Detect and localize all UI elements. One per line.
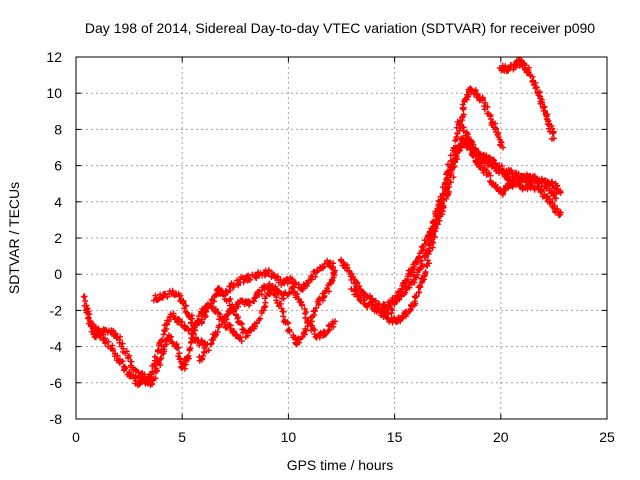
y-tick-label: -8 [50, 411, 63, 427]
data-point-markers [150, 267, 339, 348]
chart-title: Day 198 of 2014, Sidereal Day-to-day VTE… [85, 20, 595, 36]
y-tick-label: -2 [50, 302, 63, 318]
series-satellite-track-10 [496, 56, 557, 142]
x-tick-label: 25 [599, 429, 615, 445]
axis-ticks: 0 5 10 15 20 25 -8 -6 -4 -2 0 2 4 6 8 10 12 [46, 49, 615, 445]
data-point-markers [496, 56, 557, 142]
x-tick-label: 10 [281, 429, 297, 445]
y-tick-label: 8 [54, 121, 62, 137]
y-tick-label: 12 [46, 49, 62, 65]
y-tick-label: 10 [46, 85, 62, 101]
grid [76, 57, 607, 419]
x-tick-label: 0 [72, 429, 80, 445]
data-points [80, 56, 564, 389]
data-point-markers [213, 257, 337, 298]
x-tick-label: 20 [493, 429, 509, 445]
series-satellite-track-4 [196, 280, 339, 364]
data-point-markers [378, 138, 564, 312]
y-tick-label: 2 [54, 230, 62, 246]
y-tick-label: 6 [54, 158, 62, 174]
series-satellite-track-3 [150, 267, 339, 348]
series-satellite-track-9 [454, 118, 564, 219]
plot-border [75, 56, 608, 420]
x-axis-label: GPS time / hours [287, 457, 394, 473]
series-satellite-track-8 [378, 138, 564, 312]
y-axis-label: SDTVAR / TECUs [6, 182, 22, 294]
y-tick-label: 0 [54, 266, 62, 282]
x-tick-label: 15 [387, 429, 403, 445]
series-satellite-track-5 [213, 257, 337, 298]
data-point-markers [454, 118, 564, 219]
y-tick-label: 4 [54, 194, 62, 210]
y-tick-label: -6 [50, 375, 63, 391]
data-point-markers [196, 280, 339, 364]
y-tick-label: -4 [50, 339, 63, 355]
x-tick-label: 5 [178, 429, 186, 445]
